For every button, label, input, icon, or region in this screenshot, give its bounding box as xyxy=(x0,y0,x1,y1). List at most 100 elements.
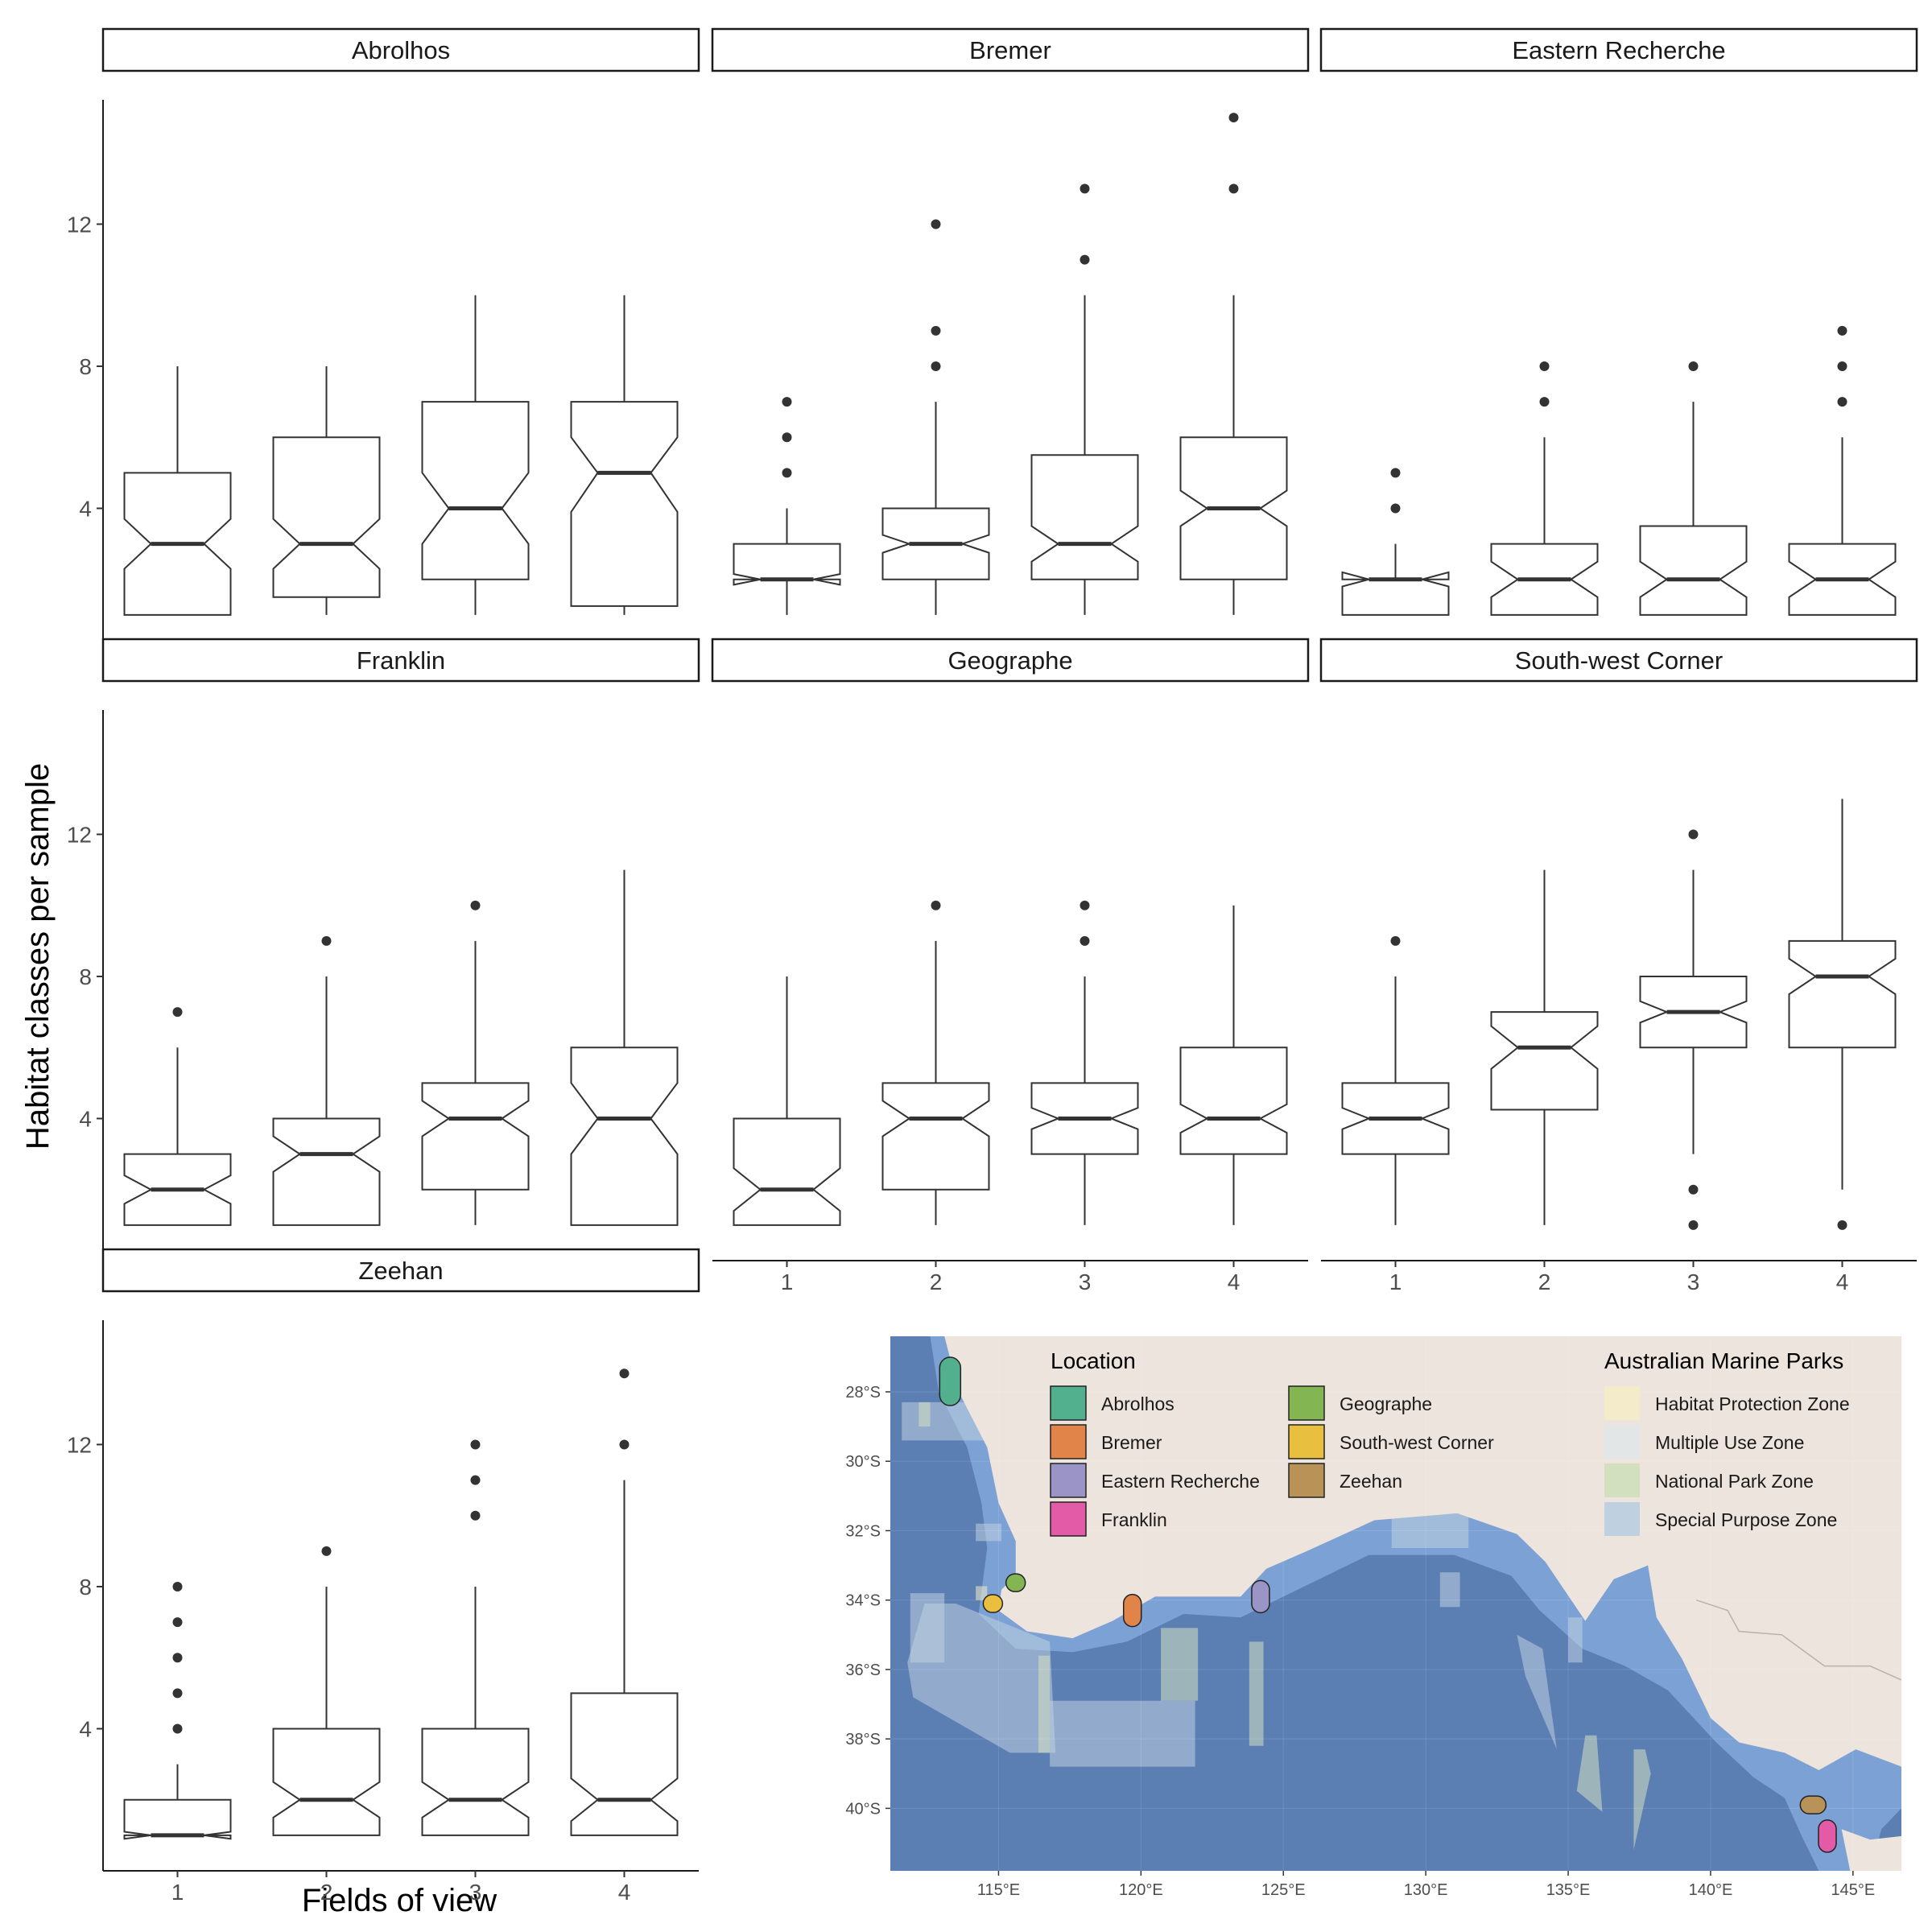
y-tick-label: 12 xyxy=(67,1432,92,1457)
outlier-point xyxy=(782,468,792,478)
box xyxy=(1490,1011,1599,1111)
outlier-point xyxy=(782,397,792,407)
marine-park-zone xyxy=(910,1593,945,1663)
y-tick-label: 8 xyxy=(79,1575,92,1600)
outlier-point xyxy=(172,1007,183,1018)
strip-background xyxy=(711,27,1310,72)
strip-label: Bremer xyxy=(969,36,1051,64)
legend-label: National Park Zone xyxy=(1655,1471,1814,1492)
outlier-point xyxy=(931,219,941,229)
strip-label: Franklin xyxy=(357,646,445,675)
box xyxy=(1639,525,1748,616)
map-y-tick-label: 32°S xyxy=(845,1522,881,1540)
legend-label: Eastern Recherche xyxy=(1101,1471,1260,1492)
outlier-point xyxy=(172,1688,183,1699)
panel-geographe: Geographe 1 2 3 4 xyxy=(711,638,1310,1294)
y-tick-label: 4 xyxy=(79,1716,92,1741)
x-axis-title: Fields of view xyxy=(302,1883,497,1918)
box xyxy=(272,436,381,598)
y-tick-label: 4 xyxy=(79,496,92,521)
outlier-point xyxy=(619,1368,630,1379)
outlier-point xyxy=(1688,1220,1699,1230)
legend-label: Multiple Use Zone xyxy=(1655,1432,1804,1453)
map-x-tick-label: 145°E xyxy=(1831,1881,1875,1899)
map-x-tick-label: 140°E xyxy=(1689,1881,1733,1899)
y-tick-label: 12 xyxy=(67,822,92,847)
outlier-point xyxy=(1688,829,1699,840)
site-south-west-corner xyxy=(982,1594,1004,1613)
legend-key xyxy=(1604,1425,1640,1459)
outlier-point xyxy=(172,1617,183,1628)
outlier-point xyxy=(1837,397,1847,407)
strip-background xyxy=(1319,27,1918,72)
x-tick-label: 4 xyxy=(1228,1269,1241,1294)
legend-key xyxy=(1050,1463,1087,1498)
outlier-point xyxy=(1228,184,1239,194)
marine-park-zone xyxy=(1038,1655,1051,1753)
y-tick-label: 8 xyxy=(79,354,92,379)
site-geographe xyxy=(1005,1573,1026,1592)
box xyxy=(1341,571,1450,616)
legend-key xyxy=(1604,1386,1640,1420)
marine-park-zone xyxy=(976,1586,988,1600)
legend-key xyxy=(1288,1463,1325,1498)
box xyxy=(570,1046,679,1226)
outlier-point xyxy=(470,1475,481,1485)
marine-park-zone xyxy=(919,1402,931,1427)
marine-park-zone xyxy=(1517,1634,1557,1750)
legend-key xyxy=(1288,1424,1325,1459)
outlier-point xyxy=(931,900,941,910)
panel-abrolhos: Abrolhos 4 8 12 xyxy=(67,27,700,650)
outlier-point xyxy=(1390,468,1401,478)
site-franklin xyxy=(1818,1819,1837,1853)
map-area xyxy=(890,1336,1901,1871)
legend-australian-marine-parks: Australian Marine Parks Habitat Protectio… xyxy=(1604,1348,1850,1536)
legend-location: Location Abrolhos Bremer Eastern Recherche F… xyxy=(1050,1348,1494,1537)
map-x-tick-label: 130°E xyxy=(1404,1881,1448,1899)
strip-label: South-west Corner xyxy=(1515,646,1723,675)
x-tick-label: 2 xyxy=(930,1269,943,1294)
map-x-tick-label: 125°E xyxy=(1261,1881,1306,1899)
legend-label: Zeehan xyxy=(1340,1471,1402,1492)
site-bremer xyxy=(1122,1593,1142,1628)
outlier-point xyxy=(1539,397,1550,407)
strip-label: Abrolhos xyxy=(352,36,450,64)
map-x-tick-label: 135°E xyxy=(1546,1881,1591,1899)
marine-park-zone xyxy=(1391,1509,1469,1548)
location-map: 115°E 120°E 125°E 130°E 135°E 140°E 145°E 28°S 3… xyxy=(845,1336,1901,1899)
map-y-tick-label: 34°S xyxy=(845,1592,881,1610)
box xyxy=(123,1798,232,1840)
x-tick-label: 3 xyxy=(469,1880,482,1905)
panel-franklin: Franklin 4 8 12 xyxy=(67,638,700,1261)
outlier-point xyxy=(1080,900,1090,910)
y-axis-title: Habitat classes per sample xyxy=(20,763,56,1150)
outlier-point xyxy=(1688,361,1699,371)
marine-park-zone xyxy=(976,1523,1001,1542)
outlier-point xyxy=(1390,935,1401,946)
x-tick-label: 2 xyxy=(1538,1269,1551,1294)
marine-park-zone xyxy=(1249,1641,1264,1746)
state-border xyxy=(1696,1599,1901,1681)
panel-eastern-recherche: Eastern Recherche xyxy=(1319,27,1918,616)
legend-key xyxy=(1604,1463,1640,1497)
box xyxy=(733,1117,841,1226)
box xyxy=(421,1082,530,1191)
map-y-tick-label: 36°S xyxy=(845,1662,881,1679)
strip-label: Eastern Recherche xyxy=(1512,36,1725,64)
outlier-point xyxy=(782,432,792,443)
outlier-point xyxy=(1080,254,1090,265)
outlier-point xyxy=(1228,113,1239,123)
box xyxy=(570,401,679,607)
legend-label: Bremer xyxy=(1101,1432,1162,1453)
x-tick-label: 2 xyxy=(320,1880,333,1905)
marine-park-zone xyxy=(1576,1735,1603,1812)
outlier-point xyxy=(619,1439,630,1450)
x-tick-label: 4 xyxy=(1836,1269,1849,1294)
strip-background xyxy=(101,1248,700,1293)
strip-background xyxy=(711,638,1310,683)
box xyxy=(421,1728,530,1836)
box xyxy=(1179,1046,1288,1155)
site-eastern-recherche xyxy=(1251,1579,1270,1614)
strip-background xyxy=(101,638,700,683)
